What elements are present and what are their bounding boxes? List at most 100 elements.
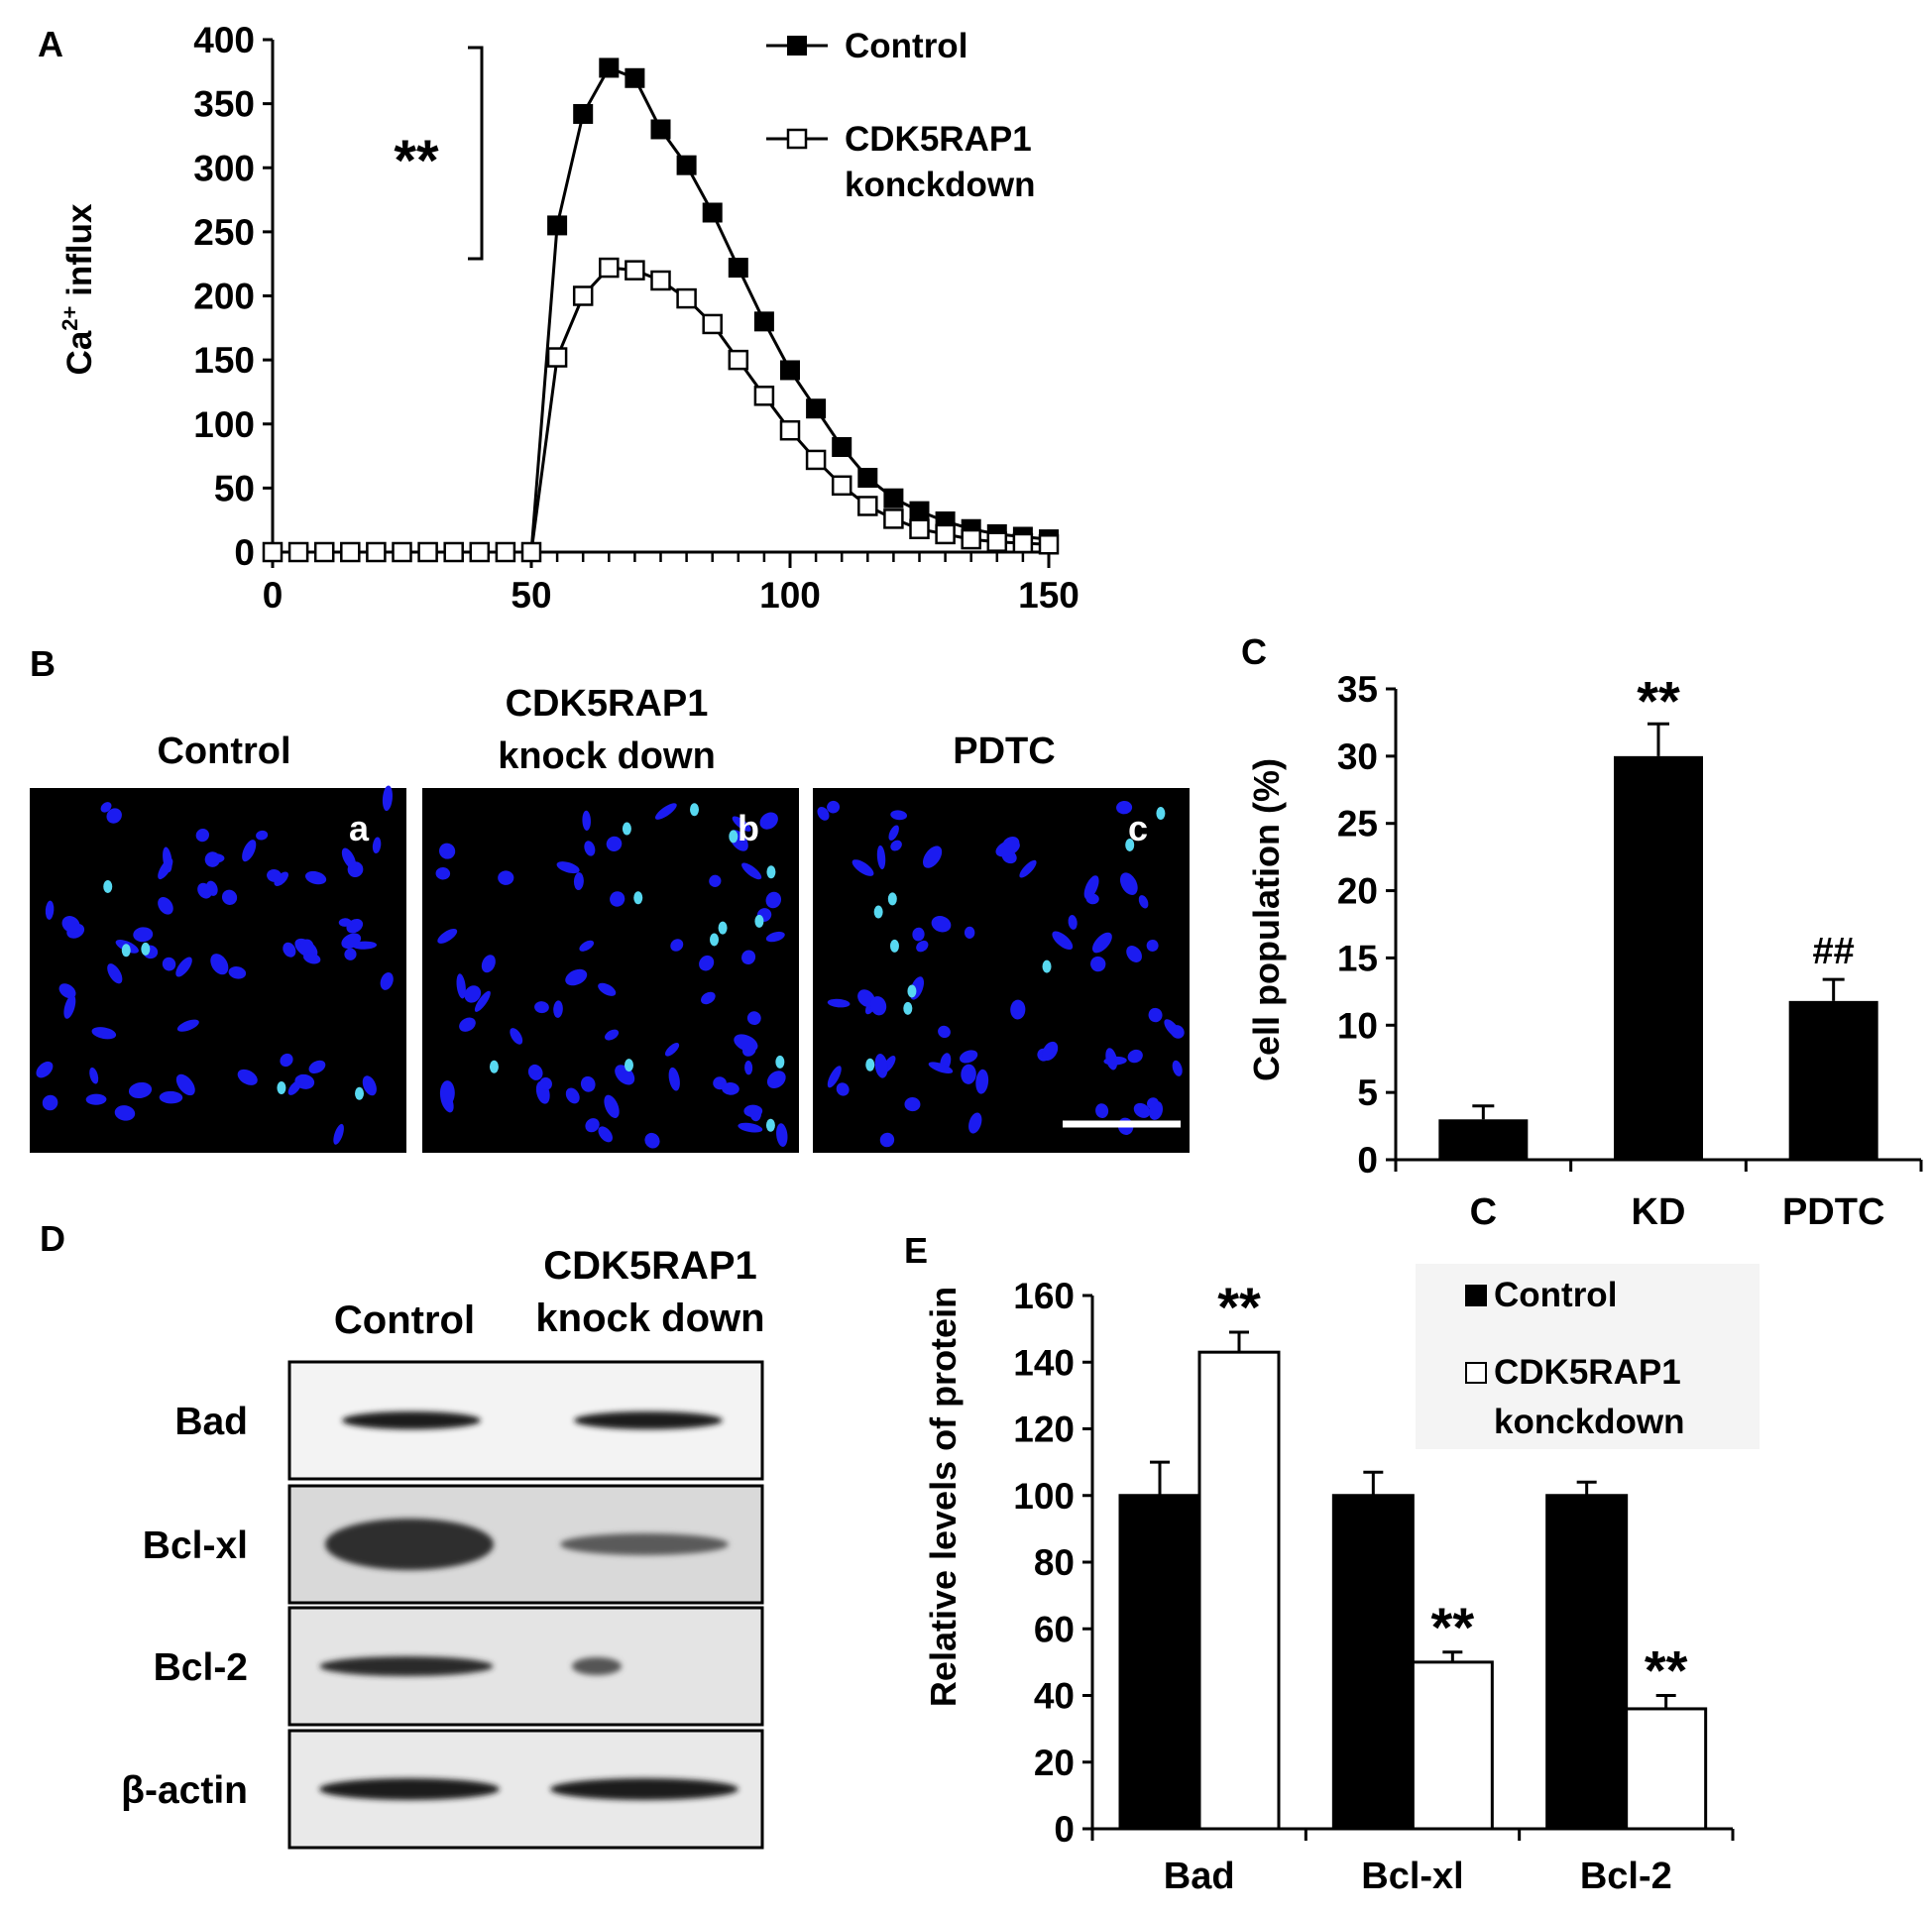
nucleus [573, 872, 584, 891]
y-tick-label: 20 [1337, 871, 1378, 912]
nucleus [1010, 999, 1026, 1020]
y-tick-label: 40 [1034, 1676, 1075, 1717]
nucleus [879, 1132, 895, 1148]
x-tick-label: 100 [759, 575, 821, 616]
nucleus [456, 973, 466, 999]
bar-kd [1614, 755, 1703, 1160]
y-tick-label: 20 [1034, 1743, 1075, 1783]
data-point-knockdown [702, 313, 723, 335]
nucleus [749, 1105, 762, 1122]
row-label-bcl2: Bcl-2 [154, 1646, 248, 1689]
nucleus [299, 939, 314, 955]
protein-band-control [325, 1519, 494, 1570]
x-tick-label: Bcl-2 [1580, 1856, 1672, 1897]
data-point-control [599, 57, 620, 78]
nucleus [333, 1123, 344, 1145]
data-point-knockdown [599, 257, 620, 279]
y-tick-label: 15 [1337, 938, 1378, 978]
nucleus [1068, 915, 1078, 930]
nucleus [267, 869, 283, 882]
nucleus [827, 1066, 842, 1088]
data-point-knockdown [676, 287, 697, 309]
nucleus [817, 807, 830, 821]
apoptotic-nucleus [903, 1001, 913, 1015]
nucleus [1138, 895, 1149, 909]
nucleus [565, 1087, 580, 1104]
nucleus [45, 900, 55, 920]
blot-strips: Bad Bcl-xl Bcl-2 β-actin [121, 1360, 764, 1850]
nucleus [556, 861, 580, 874]
nucleus [372, 837, 382, 854]
significance-marker: ** [1431, 1596, 1475, 1658]
x-tick-label: PDTC [1782, 1191, 1884, 1233]
nucleus [888, 825, 899, 841]
protein-band-control [319, 1778, 500, 1800]
data-point-knockdown [495, 541, 516, 563]
nucleus [175, 1073, 195, 1096]
data-point-knockdown [469, 541, 491, 563]
legend-marker-knockdown [786, 128, 808, 150]
nucleus [1146, 939, 1159, 952]
nucleus [1019, 859, 1037, 878]
y-tick-label: 150 [193, 340, 255, 381]
apoptotic-nucleus [141, 942, 151, 956]
nucleus [459, 1017, 476, 1032]
protein-band-knockdown [560, 1533, 729, 1555]
nucleus [58, 983, 76, 999]
nucleus [464, 985, 482, 1003]
nucleus [287, 1080, 301, 1095]
nucleus [510, 1028, 523, 1045]
nucleus [228, 966, 247, 979]
data-point-knockdown [728, 349, 749, 371]
legend-label-knockdown-1: CDK5RAP1 [845, 120, 1032, 159]
data-point-control [857, 468, 878, 489]
nucleus [776, 1123, 788, 1147]
image-title-pdtc: PDTC [953, 731, 1055, 772]
apoptotic-nucleus [103, 879, 113, 893]
nucleus [890, 840, 902, 851]
nucleus [1133, 1102, 1151, 1118]
y-tick-label: 350 [193, 84, 255, 125]
nucleus [1126, 946, 1142, 962]
data-point-control [728, 258, 748, 279]
data-point-control [676, 155, 697, 175]
data-point-knockdown [546, 347, 568, 368]
nucleus [701, 991, 716, 1005]
nucleus [604, 1094, 620, 1118]
x-tick-label: 50 [511, 575, 551, 616]
nucleus [1127, 1049, 1143, 1064]
nucleus [438, 843, 456, 859]
data-point-knockdown [392, 541, 412, 563]
nucleus [195, 828, 209, 843]
nucleus [380, 972, 394, 990]
legend-label-knockdown-1: CDK5RAP1 [1494, 1353, 1681, 1392]
nucleus [938, 1025, 951, 1039]
y-tick-label: 10 [1337, 1005, 1378, 1046]
data-point-knockdown [340, 541, 361, 563]
nucleus [765, 931, 785, 943]
nucleus [869, 996, 887, 1016]
fluorescence-images [30, 785, 1190, 1153]
nucleus [699, 955, 715, 971]
data-point-knockdown [313, 541, 335, 563]
nucleus [346, 918, 364, 934]
nucleus [534, 1001, 549, 1014]
bar-bad-control [1118, 1494, 1201, 1831]
data-point-knockdown [961, 528, 981, 550]
nucleus [158, 857, 173, 880]
legend-swatch-control [1465, 1285, 1487, 1306]
nucleus [912, 927, 925, 942]
legend-label-knockdown-2: konckdown [1494, 1403, 1685, 1441]
apoptotic-nucleus [277, 1081, 286, 1095]
significance-marker: ** [394, 129, 439, 193]
apoptotic-nucleus [907, 984, 917, 998]
row-label-bad: Bad [174, 1401, 248, 1443]
nucleus [995, 840, 1020, 857]
significance-marker: ** [1637, 669, 1680, 732]
bar-bad-knockdown [1197, 1350, 1281, 1831]
nucleus [890, 810, 908, 821]
nucleus [1116, 801, 1133, 815]
nucleus [256, 830, 269, 841]
nucleus [1119, 872, 1138, 895]
nucleus [63, 994, 76, 1019]
